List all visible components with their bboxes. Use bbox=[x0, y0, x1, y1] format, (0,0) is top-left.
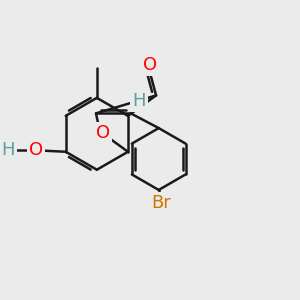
Text: O: O bbox=[29, 141, 43, 159]
Text: O: O bbox=[143, 56, 157, 74]
Text: Br: Br bbox=[151, 194, 171, 211]
Text: H: H bbox=[2, 141, 15, 159]
Text: H: H bbox=[132, 92, 146, 110]
Text: O: O bbox=[96, 124, 110, 142]
